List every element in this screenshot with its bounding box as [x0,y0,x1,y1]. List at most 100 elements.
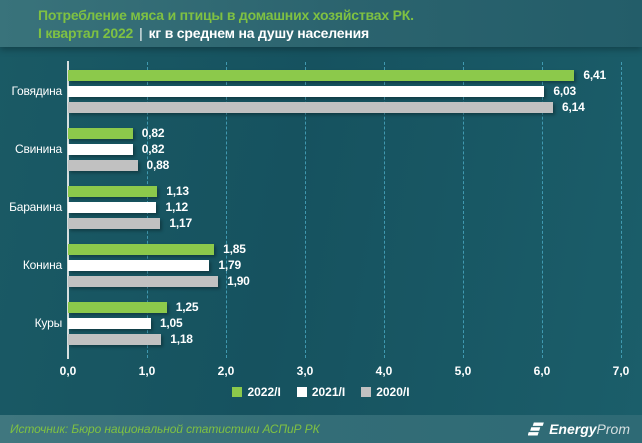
bar-2020-I [68,333,162,345]
logo-text: EnergyProm [549,421,630,437]
bar-group: Куры 1,25 1,05 1,18 [0,294,642,352]
bar-group: Конина 1,85 1,79 1,90 [0,236,642,294]
bar-chart: Говядина 6,41 6,03 6,14 Свинина 0,82 0,82 0,88 Б… [0,47,642,415]
bar-stack: 6,41 6,03 6,14 [68,68,628,114]
bar-2022-I [68,301,167,313]
chart-subtitle-line: I квартал 2022 | кг в среднем на душу насе… [38,24,642,42]
bar-value-label: 0,82 [141,126,165,140]
x-axis-tick-label: 5,0 [454,364,472,378]
gridline [542,62,543,358]
bar-stack: 1,25 1,05 1,18 [68,300,628,346]
bar-2020-I [68,159,138,171]
energyprom-logo-icon [528,422,544,436]
bar-line: 1,18 [68,332,628,346]
bar-value-label: 1,79 [218,258,241,272]
bar-line: 0,82 [68,142,628,156]
bar-value-label: 0,82 [141,142,165,156]
bar-2022-I [68,243,215,255]
category-label: Куры [34,316,63,330]
legend-swatch [361,387,372,397]
bar-2020-I [68,275,219,287]
bar-line: 0,88 [68,158,628,172]
gridline [226,62,227,358]
x-axis-tick-label: 4,0 [375,364,393,378]
x-axis-tick-label: 0,0 [59,364,77,378]
source-text: Источник: Бюро национальной статистики А… [10,422,320,436]
x-axis-tick-label: 1,0 [138,364,156,378]
legend-label: 2021/I [311,385,346,399]
category-label: Свинина [15,142,62,156]
bar-2020-I [68,217,161,229]
bar-line: 1,90 [68,274,628,288]
bar-line: 1,85 [68,242,628,256]
bar-value-label: 6,14 [562,100,585,114]
legend-item: 2020/I [361,385,410,399]
legend-item: 2022/I [232,385,281,399]
bar-line: 1,05 [68,316,628,330]
x-axis-tick-label: 3,0 [296,364,314,378]
chart-period: I квартал 2022 [38,25,134,41]
bar-line: 6,14 [68,100,628,114]
category-label: Конина [22,258,62,272]
bar-line: 1,12 [68,200,628,214]
bar-value-label: 1,05 [159,316,183,330]
bar-2020-I [68,101,554,113]
bar-2022-I [68,69,575,81]
bar-value-label: 1,13 [166,184,189,198]
x-axis-tick-label: 7,0 [612,364,630,378]
legend-item: 2021/I [296,385,346,399]
bar-value-label: 6,03 [553,84,576,98]
legend-label: 2022/I [247,385,281,399]
bar-2022-I [68,127,133,139]
bar-2021-I [68,85,545,97]
logo-text-light: Prom [596,421,630,437]
bar-stack: 1,13 1,12 1,17 [68,184,628,230]
gridline [305,62,306,358]
gridline [463,62,464,358]
legend-label: 2020/I [376,385,410,399]
bar-line: 0,82 [68,126,628,140]
bar-value-label: 1,90 [227,274,250,288]
bar-value-label: 1,85 [223,242,246,256]
bar-group: Свинина 0,82 0,82 0,88 [0,120,642,178]
bar-value-label: 1,17 [169,216,192,230]
bar-stack: 1,85 1,79 1,90 [68,242,628,288]
bar-2021-I [68,201,157,213]
legend-swatch [296,387,307,397]
bar-2021-I [68,317,151,329]
category-label: Говядина [11,84,62,98]
bar-value-label: 1,12 [165,200,189,214]
bar-stack: 0,82 0,82 0,88 [68,126,628,172]
bar-line: 1,17 [68,216,628,230]
separator: | [139,25,143,41]
bar-line: 1,79 [68,258,628,272]
bar-line: 1,25 [68,300,628,314]
energyprom-logo: EnergyProm [528,421,630,437]
legend-swatch [232,387,243,397]
bar-value-label: 1,25 [175,300,199,314]
bar-2022-I [68,185,158,197]
bar-line: 6,03 [68,84,628,98]
bar-2021-I [68,259,210,271]
chart-header: Потребление мяса и птицы в домашних хозя… [0,0,642,47]
legend: 2022/I 2021/I 2020/I [0,385,642,399]
footer: Источник: Бюро национальной статистики А… [0,415,642,443]
bar-group: Баранина 1,13 1,12 1,17 [0,178,642,236]
bar-value-label: 1,18 [170,332,193,346]
bar-groups: Говядина 6,41 6,03 6,14 Свинина 0,82 0,82 0,88 Б… [0,62,642,352]
bar-2021-I [68,143,133,155]
category-label: Баранина [9,200,62,214]
chart-subtitle: кг в среднем на душу населения [148,25,370,41]
bar-group: Говядина 6,41 6,03 6,14 [0,62,642,120]
chart-title: Потребление мяса и птицы в домашних хозя… [38,7,414,23]
gridline [621,62,622,358]
x-axis: 0,0 1,0 2,0 3,0 4,0 5,0 6,0 7,0 [0,364,642,378]
gridline [384,62,385,358]
x-axis-tick-label: 6,0 [533,364,551,378]
x-axis-tick-label: 2,0 [217,364,235,378]
bar-line: 6,41 [68,68,628,82]
bar-line: 1,13 [68,184,628,198]
logo-text-bold: Energy [549,421,597,437]
bar-value-label: 6,41 [583,68,606,82]
